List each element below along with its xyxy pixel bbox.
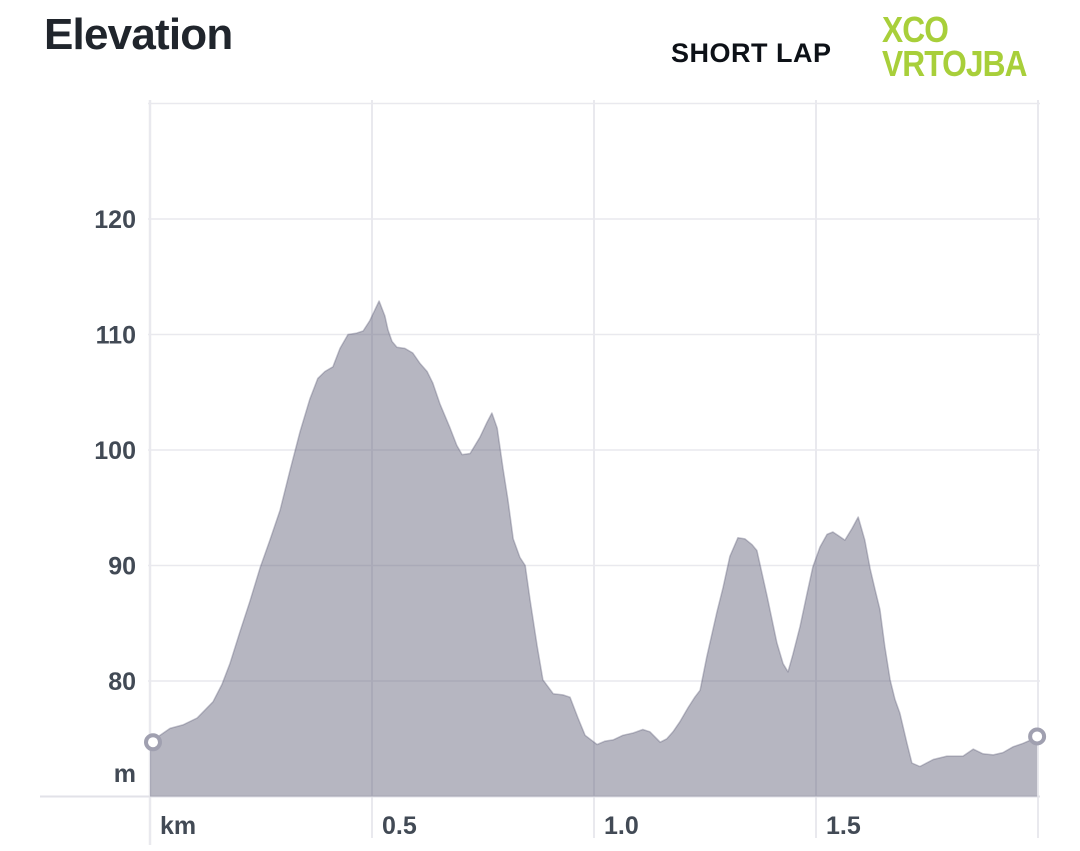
x-axis-tick-label: 0.5 <box>382 812 417 840</box>
y-axis-tick-label: 120 <box>94 206 136 234</box>
start-marker[interactable] <box>144 733 162 752</box>
x-axis-tick-label: 1.5 <box>826 812 861 840</box>
y-axis-tick-label: 110 <box>96 322 136 350</box>
elevation-area[interactable] <box>150 301 1038 797</box>
event-logo-line2: VRTOJBA <box>882 43 1028 84</box>
elevation-line <box>149 300 1038 768</box>
y-axis-unit-label: m <box>114 760 136 788</box>
page-title: Elevation <box>44 10 233 59</box>
event-logo: XCO VRTOJBA <box>882 9 1028 84</box>
y-axis-tick-label: 100 <box>94 437 136 465</box>
x-axis-tick-label: 1.0 <box>604 812 639 840</box>
event-logo-line1: XCO <box>882 9 949 50</box>
y-axis-tick-label: 90 <box>108 553 136 581</box>
y-axis-tick-label: 80 <box>108 668 136 696</box>
end-marker[interactable] <box>1028 727 1047 746</box>
x-axis-unit-label: km <box>160 812 196 840</box>
short-lap-label: SHORT LAP <box>671 38 832 68</box>
